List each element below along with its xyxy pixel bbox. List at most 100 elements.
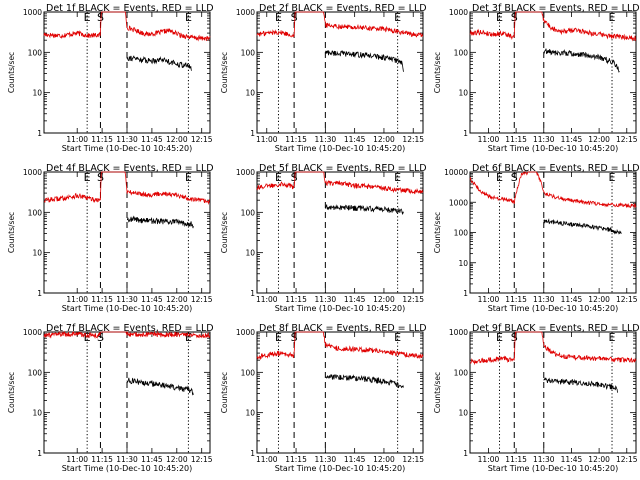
y-tick-label: 1 <box>37 289 42 298</box>
y-tick-label: 1 <box>37 129 42 138</box>
x-tick-label: 12:15 <box>402 295 424 304</box>
y-tick-label: 100 <box>454 229 469 238</box>
detector-panel-9: Det 9f BLACK = Events, RED = LLD 1 10 100 10… <box>433 323 640 473</box>
x-axis-label: Start Time (10-Dec-10 10:45:20) <box>275 144 406 153</box>
y-tick-label: 10 <box>32 89 42 98</box>
x-tick-label: 12:15 <box>616 455 638 464</box>
detector-panel-6: Det 6f BLACK = Events, RED = LLD 1 10 100 10… <box>433 163 640 313</box>
marker-letter: E <box>394 171 401 184</box>
x-tick-label: 11:45 <box>141 135 163 144</box>
lld-series-line <box>256 171 424 195</box>
x-tick-label: 11:15 <box>505 455 527 464</box>
plot-frame <box>469 331 637 454</box>
marker-letter: E <box>185 11 192 24</box>
x-tick-label: 12:00 <box>588 295 610 304</box>
lld-series-line <box>43 11 211 42</box>
y-tick-label: 1000 <box>23 168 42 177</box>
x-tick-label: 11:45 <box>561 135 583 144</box>
y-tick-label: 1000 <box>23 328 42 337</box>
x-tick-label: 12:15 <box>191 135 213 144</box>
marker-letter: E <box>185 331 192 344</box>
y-tick-label: 1000 <box>23 8 42 17</box>
plot-frame <box>256 331 424 454</box>
x-tick-label: 11:00 <box>256 455 278 464</box>
marker-letter: E <box>609 171 616 184</box>
detector-panel-2: Det 2f BLACK = Events, RED = LLD 1 10 100 10… <box>220 3 427 153</box>
marker-letter: E <box>84 11 91 24</box>
marker-letter: E <box>84 171 91 184</box>
x-tick-label: 11:15 <box>505 295 527 304</box>
y-tick-label: 100 <box>454 48 469 57</box>
events-series-line <box>543 218 622 235</box>
lld-series-line <box>469 170 637 209</box>
panel-title: Det 3f BLACK = Events, RED = LLD <box>472 3 640 14</box>
y-tick-label: 10 <box>32 249 42 258</box>
marker-letter: E <box>185 171 192 184</box>
y-tick-label: 10 <box>458 409 468 418</box>
events-series-line <box>543 48 620 73</box>
x-tick-label: 11:30 <box>533 455 555 464</box>
x-tick-label: 11:30 <box>116 455 138 464</box>
y-tick-label: 1 <box>250 289 255 298</box>
detector-panel-4: Det 4f BLACK = Events, RED = LLD 1 10 100 10… <box>7 163 214 313</box>
y-axis-label: Counts/sec <box>433 372 442 413</box>
events-series-line <box>543 377 618 393</box>
x-tick-label: 12:15 <box>616 295 638 304</box>
marker-letter: E <box>609 11 616 24</box>
x-tick-label: 12:00 <box>166 295 188 304</box>
x-tick-label: 11:45 <box>561 455 583 464</box>
y-axis-label: Counts/sec <box>7 212 16 253</box>
detector-panel-7: Det 7f BLACK = Events, RED = LLD 1 10 100 10… <box>7 323 214 473</box>
lld-series-line <box>469 331 637 366</box>
x-tick-label: 11:15 <box>91 455 113 464</box>
y-axis-label: Counts/sec <box>220 52 229 93</box>
x-tick-label: 11:45 <box>141 455 163 464</box>
marker-letter: E <box>496 331 503 344</box>
marker-letter: S <box>511 171 518 184</box>
x-tick-label: 11:30 <box>315 135 337 144</box>
x-tick-label: 11:00 <box>256 295 278 304</box>
plot-frame <box>256 171 424 294</box>
x-axis-label: Start Time (10-Dec-10 10:45:20) <box>488 464 619 473</box>
x-tick-label: 11:30 <box>116 135 138 144</box>
y-tick-label: 1 <box>463 289 468 298</box>
y-tick-label: 1 <box>463 449 468 458</box>
panel-title: Det 9f BLACK = Events, RED = LLD <box>472 323 640 334</box>
y-axis-label: Counts/sec <box>433 52 442 93</box>
detector-panel-5: Det 5f BLACK = Events, RED = LLD 1 10 100 10… <box>220 163 427 313</box>
y-tick-label: 10 <box>245 249 255 258</box>
x-tick-label: 12:00 <box>588 135 610 144</box>
events-series-line <box>325 374 404 389</box>
x-tick-label: 11:45 <box>561 295 583 304</box>
x-tick-label: 11:45 <box>344 455 366 464</box>
marker-letter: S <box>97 11 104 24</box>
x-tick-label: 11:15 <box>285 455 307 464</box>
plot-frame <box>469 171 637 294</box>
panel-title: Det 4f BLACK = Events, RED = LLD <box>46 163 214 174</box>
x-tick-label: 11:30 <box>533 135 555 144</box>
events-series-line <box>126 377 194 396</box>
x-tick-label: 12:00 <box>166 455 188 464</box>
y-tick-label: 10000 <box>444 168 468 177</box>
marker-letter: S <box>97 331 104 344</box>
y-tick-label: 100 <box>241 48 256 57</box>
x-tick-label: 11:00 <box>66 455 88 464</box>
panel-title: Det 8f BLACK = Events, RED = LLD <box>259 323 427 334</box>
marker-letter: E <box>394 11 401 24</box>
detector-panel-8: Det 8f BLACK = Events, RED = LLD 1 10 100 10… <box>220 323 427 473</box>
marker-letter: E <box>496 11 503 24</box>
lld-series-line <box>43 330 211 340</box>
y-tick-label: 1 <box>463 129 468 138</box>
y-tick-label: 100 <box>28 48 43 57</box>
marker-letter: S <box>511 11 518 24</box>
plot-frame <box>256 11 424 134</box>
marker-letter: S <box>511 331 518 344</box>
events-series-line <box>126 215 194 229</box>
x-axis-label: Start Time (10-Dec-10 10:45:20) <box>62 304 193 313</box>
x-axis-label: Start Time (10-Dec-10 10:45:20) <box>488 144 619 153</box>
plot-frame <box>469 11 637 134</box>
x-tick-label: 11:15 <box>91 295 113 304</box>
y-tick-label: 1000 <box>449 328 468 337</box>
y-tick-label: 1 <box>250 449 255 458</box>
